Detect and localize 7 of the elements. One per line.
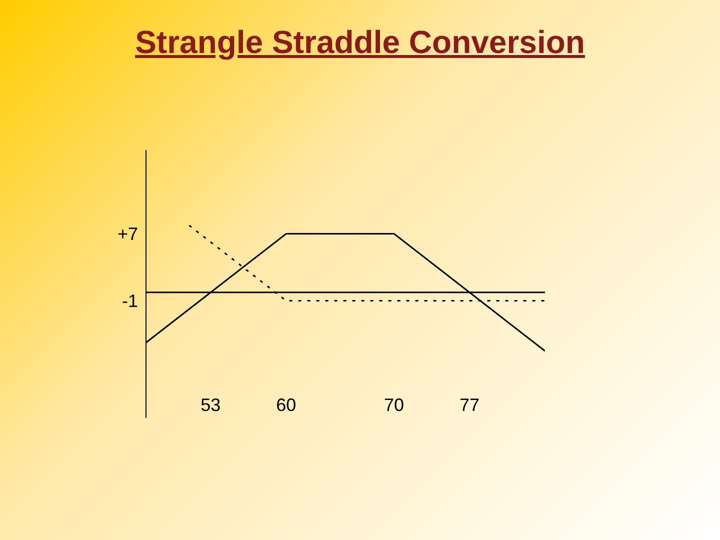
chart-title: Strangle Straddle Conversion: [134, 24, 586, 61]
y-tick-label: +7: [117, 224, 138, 244]
x-tick-label: 70: [384, 394, 404, 415]
x-tick-label: 53: [200, 394, 221, 415]
x-tick-label: 77: [460, 394, 480, 415]
y-tick-label: -1: [122, 291, 138, 312]
x-tick-label: 60: [276, 394, 296, 415]
